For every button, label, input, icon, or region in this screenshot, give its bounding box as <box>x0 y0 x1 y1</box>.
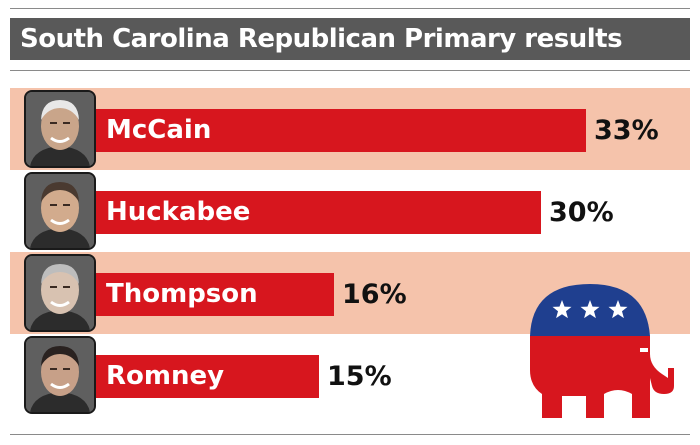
candidate-photo-icon <box>24 172 96 250</box>
star-icon <box>552 300 572 319</box>
candidate-photo-icon <box>24 90 96 168</box>
bottom-rule <box>10 434 690 435</box>
republican-elephant-logo-icon <box>530 284 674 418</box>
title-underline-rule <box>10 70 690 71</box>
top-rule <box>10 8 690 9</box>
star-icon <box>608 300 628 319</box>
elephant-body <box>530 336 674 418</box>
chart-title: South Carolina Republican Primary result… <box>10 18 690 60</box>
value-label: 33% <box>594 115 659 146</box>
bar-huckabee <box>96 191 541 234</box>
category-label: Romney <box>106 361 225 391</box>
bar-mccain <box>96 109 586 152</box>
bar-thompson <box>96 273 334 316</box>
value-label: 15% <box>327 361 392 392</box>
row-huckabee: Huckabee 30% <box>10 170 690 252</box>
star-icon <box>580 300 600 319</box>
value-label: 16% <box>342 279 407 310</box>
candidate-photo-icon <box>24 254 96 332</box>
category-label: Huckabee <box>106 197 251 227</box>
candidate-photo-icon <box>24 336 96 414</box>
category-label: Thompson <box>106 279 258 309</box>
elephant-eye <box>640 348 648 352</box>
value-label: 30% <box>549 197 614 228</box>
bar-romney <box>96 355 319 398</box>
row-romney: Romney 15% <box>10 334 690 416</box>
category-label: McCain <box>106 115 212 145</box>
logo-stars <box>552 300 628 319</box>
row-mccain: McCain 33% <box>10 88 690 170</box>
